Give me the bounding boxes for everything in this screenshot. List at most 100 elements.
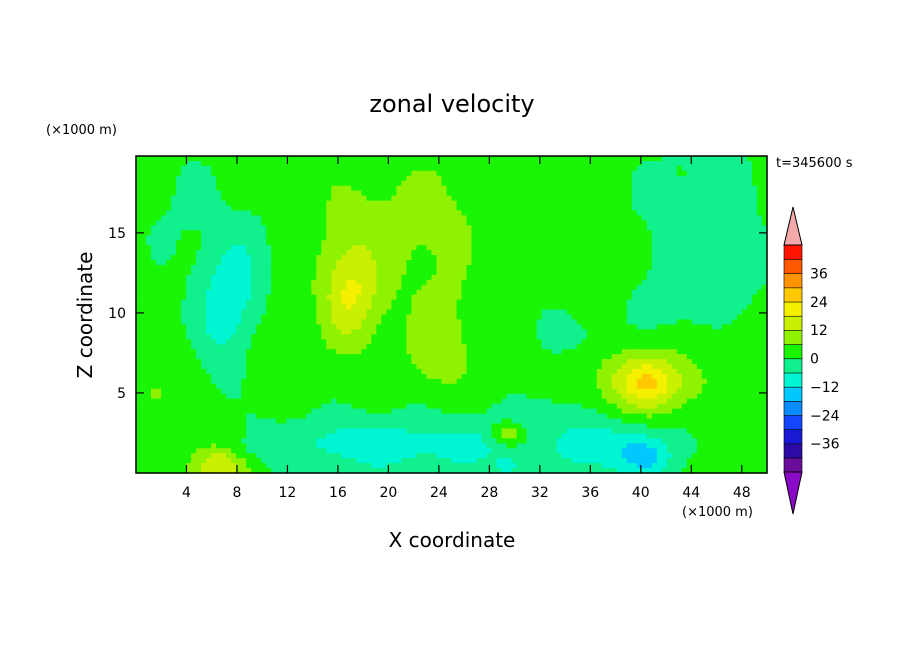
heatmap-cell (291, 190, 297, 197)
heatmap-cell (311, 225, 317, 231)
heatmap-cell (221, 378, 227, 385)
heatmap-cell (346, 255, 352, 261)
heatmap-cell (346, 250, 352, 256)
heatmap-cell (311, 279, 317, 286)
heatmap-cell (246, 215, 252, 221)
heatmap-cell (451, 200, 458, 207)
heatmap-cell (496, 324, 503, 330)
heatmap-cell (416, 398, 423, 405)
heatmap-cell (336, 448, 342, 454)
heatmap-cell (211, 349, 217, 355)
heatmap-cell (341, 180, 347, 187)
heatmap-cell (256, 195, 262, 202)
heatmap-cell (421, 255, 428, 261)
heatmap-cell (291, 195, 297, 202)
heatmap-cell (381, 264, 387, 271)
heatmap-cell (441, 408, 448, 415)
heatmap-cell (231, 225, 237, 231)
heatmap-cell (401, 269, 408, 276)
heatmap-cell (411, 260, 418, 266)
heatmap-cell (426, 269, 433, 276)
heatmap-cell (411, 329, 418, 335)
heatmap-cell (261, 289, 267, 296)
heatmap-cell (431, 309, 438, 316)
heatmap-cell (226, 180, 232, 187)
heatmap-cell (156, 269, 162, 276)
heatmap-cell (491, 354, 498, 360)
heatmap-cell (216, 344, 222, 350)
heatmap-cell (496, 235, 503, 241)
heatmap-cell (256, 255, 262, 261)
heatmap-cell (446, 210, 453, 217)
heatmap-cell (206, 448, 212, 454)
heatmap-cell (221, 309, 227, 316)
heatmap-cell (486, 359, 493, 365)
heatmap-cell (196, 294, 202, 301)
heatmap-cell (226, 240, 232, 246)
heatmap-cell (391, 324, 398, 330)
heatmap-cell (256, 250, 262, 256)
heatmap-cell (176, 329, 182, 335)
heatmap-cell (171, 160, 177, 167)
heatmap-cell (471, 215, 478, 221)
heatmap-cell (331, 185, 337, 192)
heatmap-cell (166, 368, 172, 375)
heatmap-cell (311, 274, 317, 281)
heatmap-cell (461, 443, 468, 449)
heatmap-cell (326, 354, 332, 360)
heatmap-cell (336, 215, 342, 221)
heatmap-cell (271, 433, 277, 439)
heatmap-cell (356, 274, 362, 281)
heatmap-cell (356, 383, 362, 390)
heatmap-cell (161, 160, 167, 167)
heatmap-cell (371, 279, 377, 286)
heatmap-cell (136, 364, 142, 370)
heatmap-cell (466, 250, 473, 256)
heatmap-cell (171, 403, 177, 410)
heatmap-cell (251, 289, 257, 296)
heatmap-cell (476, 398, 483, 405)
heatmap-cell (241, 403, 247, 410)
heatmap-cell (306, 255, 312, 261)
heatmap-cell (431, 359, 438, 365)
heatmap-cell (276, 354, 282, 360)
heatmap-cell (491, 255, 498, 261)
heatmap-cell (331, 190, 337, 197)
heatmap-cell (246, 195, 252, 202)
heatmap-cell (496, 359, 503, 365)
heatmap-cell (491, 428, 498, 434)
heatmap-cell (136, 458, 142, 464)
heatmap-cell (366, 190, 372, 197)
heatmap-cell (301, 329, 307, 335)
heatmap-cell (476, 195, 483, 202)
heatmap-cell (261, 225, 267, 231)
heatmap-cell (306, 289, 312, 296)
heatmap-cell (476, 180, 483, 187)
heatmap-cell (186, 438, 192, 444)
heatmap-cell (406, 190, 413, 197)
heatmap-cell (406, 205, 413, 212)
heatmap-cell (206, 433, 212, 439)
heatmap-cell (231, 195, 237, 202)
heatmap-cell (391, 463, 398, 469)
heatmap-cell (146, 205, 152, 212)
heatmap-cell (511, 423, 518, 430)
heatmap-cell (401, 255, 408, 261)
heatmap-cell (286, 245, 292, 251)
heatmap-cell (456, 433, 463, 439)
heatmap-cell (186, 304, 192, 311)
heatmap-cell (321, 304, 327, 311)
heatmap-cell (446, 180, 453, 187)
heatmap-cell (316, 463, 322, 469)
heatmap-cell (341, 289, 347, 296)
heatmap-cell (186, 284, 192, 291)
heatmap-cell (181, 284, 187, 291)
heatmap-cell (196, 378, 202, 385)
heatmap-cell (241, 165, 247, 172)
heatmap-cell (166, 329, 172, 335)
heatmap-cell (431, 299, 438, 306)
heatmap-cell (506, 314, 513, 321)
heatmap-cell (211, 205, 217, 212)
heatmap-cell (301, 393, 307, 400)
heatmap-cell (261, 190, 267, 197)
